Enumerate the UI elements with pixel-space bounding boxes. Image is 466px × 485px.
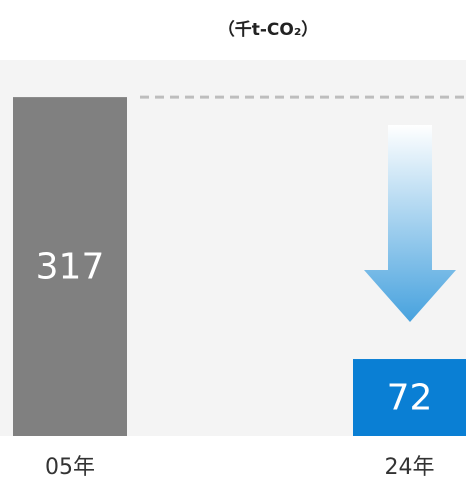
bar: [13, 97, 127, 436]
data-label: 317: [36, 247, 105, 288]
bar: [353, 359, 466, 436]
x-tick-label: 05年: [45, 455, 95, 480]
decrease-arrow: [364, 125, 456, 322]
data-label: 72: [387, 378, 433, 419]
x-tick-label: 24年: [385, 455, 435, 480]
chart-title: （千t-CO₂）: [218, 19, 319, 40]
